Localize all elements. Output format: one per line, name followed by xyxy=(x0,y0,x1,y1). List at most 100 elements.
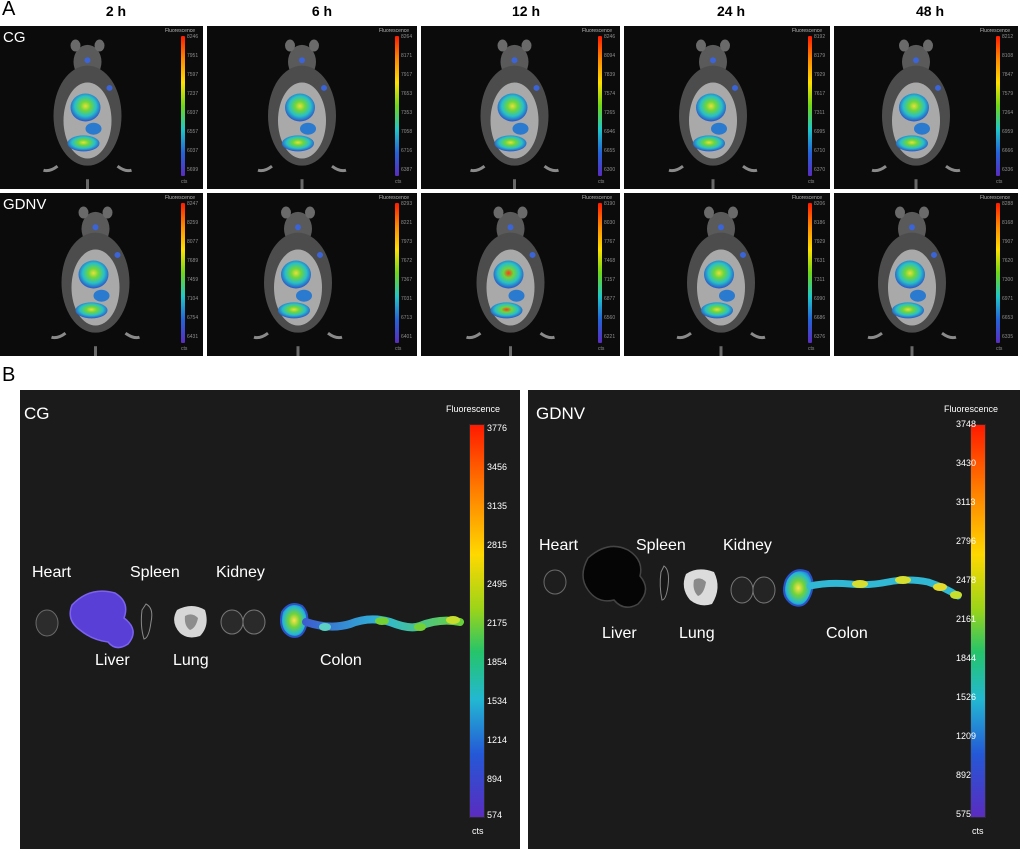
legend-tick: 7917 xyxy=(401,72,413,78)
mouse-image xyxy=(470,39,559,189)
legend-tick: 7929 xyxy=(814,239,826,245)
legend-tick: 6971 xyxy=(1002,296,1014,302)
legend-tick: 8186 xyxy=(814,220,826,226)
legend-tick: 6560 xyxy=(604,315,616,321)
mouse-image xyxy=(668,39,758,189)
legend-unit: cts xyxy=(598,179,605,185)
fluorescence-color-scale xyxy=(598,203,602,343)
legend-tick: 6713 xyxy=(401,315,413,321)
legend-tick: 6686 xyxy=(814,315,826,321)
fluorescence-color-scale xyxy=(598,36,602,176)
legend-tick: 1214 xyxy=(487,735,508,745)
mouse-image xyxy=(871,39,961,189)
legend-tick: 7839 xyxy=(604,72,616,78)
legend-tick: 6990 xyxy=(814,296,826,302)
legend-tick: 2175 xyxy=(487,618,508,628)
fluorescence-color-scale xyxy=(808,36,812,176)
legend-tick: 8171 xyxy=(401,53,413,59)
legend-tick: 8206 xyxy=(814,201,826,207)
fluorescence-color-scale xyxy=(395,36,399,176)
legend-tick: 8212 xyxy=(1002,34,1014,40)
legend-tick: 8259 xyxy=(187,220,199,226)
legend-tick: 2815 xyxy=(487,540,508,550)
legend-title: Fluorescence xyxy=(980,195,1011,201)
legend-tick: 8246 xyxy=(604,34,616,40)
legend-tick: 7847 xyxy=(1002,72,1014,78)
panel-a-letter: A xyxy=(2,0,16,20)
legend-unit: cts xyxy=(808,179,815,185)
legend-tick: 6370 xyxy=(814,167,826,173)
legend-tick: 7617 xyxy=(814,91,826,97)
legend-tick: 8108 xyxy=(1002,53,1014,59)
legend-title: Fluorescence xyxy=(582,195,613,201)
legend-tick: 3430 xyxy=(956,458,977,468)
mouse-image xyxy=(466,206,555,356)
ex-vivo-panel-gdnv: GDNV Heart Spleen Kidney Liver Lung Colo… xyxy=(528,390,1020,849)
legend-tick: 575 xyxy=(956,809,972,819)
imaging-cell: GDNV Fluorescence 8247 8259 8077 7689 7459 7104… xyxy=(0,193,203,356)
legend-tick: 6653 xyxy=(1002,315,1014,321)
imaging-cell: Fluorescence 8206 8186 7929 7631 7311 6990 6686… xyxy=(624,193,830,356)
legend-tick: 6995 xyxy=(814,129,826,135)
organ-label-colon: Colon xyxy=(320,652,362,669)
legend-tick: 7311 xyxy=(814,277,825,283)
legend-tick: 894 xyxy=(487,774,503,784)
organ-label-liver: Liver xyxy=(602,625,637,642)
legend-tick: 5699 xyxy=(187,167,199,173)
legend-tick: 7672 xyxy=(401,258,413,264)
time-label: 2 h xyxy=(105,3,127,19)
group-label: CG xyxy=(3,29,26,46)
legend-tick: 7767 xyxy=(604,239,616,245)
legend-tick: 3776 xyxy=(487,423,508,433)
legend-tick: 1526 xyxy=(956,692,977,702)
legend-tick: 7973 xyxy=(401,239,413,245)
time-label: 6 h xyxy=(311,3,333,19)
legend-tick: 8192 xyxy=(814,34,826,40)
legend-title: Fluorescence xyxy=(944,404,999,414)
imaging-cell: Fluorescence 8293 8221 7973 7672 7367 7031 6713… xyxy=(207,193,417,356)
legend-tick: 574 xyxy=(487,810,503,820)
legend-tick: 7058 xyxy=(401,129,413,135)
fluorescence-color-scale xyxy=(181,203,185,343)
legend-tick: 6376 xyxy=(814,334,826,340)
legend-tick: 8264 xyxy=(401,34,413,40)
fluorescence-color-scale xyxy=(469,424,485,818)
imaging-cell: Fluorescence 8246 8094 7839 7574 7265 6946 6655… xyxy=(421,26,620,189)
legend-tick: 7353 xyxy=(401,110,413,116)
legend-tick: 6557 xyxy=(187,129,199,135)
legend-tick: 7468 xyxy=(604,258,616,264)
imaging-cell: Fluorescence 8288 8168 7907 7620 7300 6971 6653… xyxy=(834,193,1018,356)
legend-tick: 8246 xyxy=(187,34,199,40)
legend-tick: 7157 xyxy=(604,277,616,283)
legend-tick: 7104 xyxy=(187,296,199,302)
legend-unit: cts xyxy=(395,346,402,352)
legend-tick: 7574 xyxy=(604,91,616,97)
legend-tick: 3748 xyxy=(956,419,977,429)
legend-tick: 2161 xyxy=(956,614,977,624)
legend-tick: 6710 xyxy=(814,148,826,154)
time-label: 12 h xyxy=(511,3,540,19)
legend-tick: 1844 xyxy=(956,653,977,663)
legend-tick: 8077 xyxy=(187,239,199,245)
group-label: GDNV xyxy=(536,404,586,423)
legend-tick: 6300 xyxy=(604,167,616,173)
legend-tick: 2478 xyxy=(956,575,977,585)
legend-tick: 6655 xyxy=(604,148,616,154)
legend-title: Fluorescence xyxy=(582,28,613,34)
fluorescence-color-scale xyxy=(395,203,399,343)
legend-unit: cts xyxy=(181,179,188,185)
organ-label-heart: Heart xyxy=(539,537,579,554)
organ-label-lung: Lung xyxy=(173,652,209,669)
legend-title: Fluorescence xyxy=(980,28,1011,34)
legend-tick: 7367 xyxy=(401,277,413,283)
legend-unit: cts xyxy=(598,346,605,352)
legend-tick: 3113 xyxy=(956,497,976,507)
legend-tick: 8288 xyxy=(1002,201,1014,207)
legend-tick: 3135 xyxy=(487,501,508,511)
legend-tick: 7264 xyxy=(1002,110,1014,116)
legend-tick: 6221 xyxy=(604,334,616,340)
legend-tick: 6754 xyxy=(187,315,199,321)
legend-tick: 7311 xyxy=(814,110,825,116)
imaging-cell: Fluorescence 8212 8108 7847 7579 7264 6959 6666… xyxy=(834,26,1018,189)
legend-tick: 7300 xyxy=(1002,277,1014,283)
